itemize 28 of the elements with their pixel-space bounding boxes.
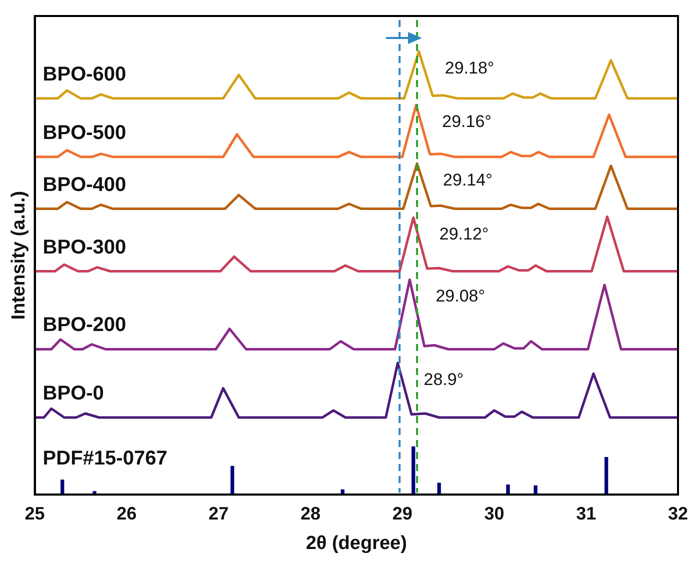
series-label: BPO-0 <box>42 382 104 404</box>
x-tick-label: 26 <box>116 503 137 524</box>
annotation: 29.16° <box>442 112 492 132</box>
x-axis-title: 2θ (degree) <box>306 532 407 554</box>
x-tick-label: 25 <box>24 503 45 524</box>
bar <box>506 484 510 495</box>
series-label: BPO-500 <box>42 122 126 144</box>
annotation: 28.9° <box>424 370 464 389</box>
bar <box>412 446 416 495</box>
series-label: BPO-200 <box>42 314 126 336</box>
series-label: PDF#15-0767 <box>42 448 168 470</box>
annotation: 29.18° <box>444 58 494 78</box>
x-tick-label: 31 <box>576 503 596 524</box>
series-label: BPO-300 <box>42 236 126 258</box>
annotation: 29.08° <box>436 286 486 306</box>
x-tick-label: 27 <box>208 503 229 524</box>
y-axis-title: Intensity (a.u.) <box>8 190 30 320</box>
x-tick-label: 28 <box>300 503 320 524</box>
annotation: 29.12° <box>439 224 489 244</box>
bar <box>604 457 608 495</box>
series-label: BPO-600 <box>42 63 126 86</box>
annotation: 29.14° <box>443 170 492 190</box>
x-tick-label: 29 <box>392 503 412 524</box>
x-tick-label: 30 <box>484 503 504 524</box>
series-label: BPO-400 <box>42 174 126 196</box>
bar <box>230 466 234 495</box>
bar <box>534 485 538 495</box>
x-tick-label: 32 <box>668 503 688 524</box>
